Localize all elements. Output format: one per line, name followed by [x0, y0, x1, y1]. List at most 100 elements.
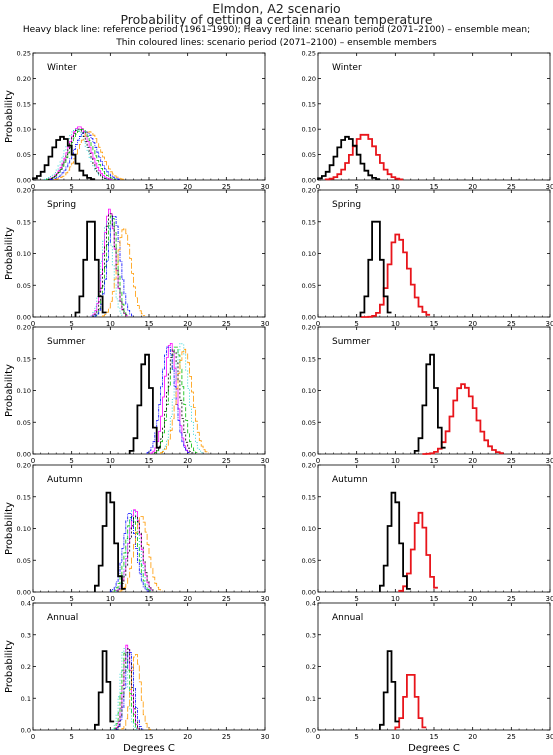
ensemble-mean-line-spring-right: [360, 233, 431, 318]
panel-label-autumn-right: Autumn: [332, 475, 368, 485]
ensemble-member-line-summer-left: [146, 346, 190, 454]
x-tick-label-spring-left: 20: [183, 320, 192, 328]
legend-note-line-1: Heavy black line: reference period (1961…: [22, 25, 531, 35]
y-tick-label-summer-right: 0.05: [302, 419, 316, 427]
x-tick-label-annual-left: 30: [261, 733, 270, 741]
x-tick-label-summer-left: 5: [69, 457, 73, 465]
ensemble-member-line-annual-left: [111, 648, 138, 730]
panel-label-autumn-left: Autumn: [47, 475, 83, 485]
ensemble-member-line-autumn-left: [109, 513, 149, 592]
panel-label-annual-left: Annual: [47, 613, 78, 623]
x-tick-label-spring-right: 25: [507, 320, 516, 328]
y-tick-label-spring-left: 0.20: [17, 187, 31, 195]
x-tick-label-summer-right: 25: [507, 457, 516, 465]
ensemble-member-line-summer-left: [154, 349, 194, 454]
ensemble-member-line-winter-left: [44, 128, 109, 180]
y-tick-label-winter-left: 0.00: [17, 177, 31, 185]
y-tick-label-annual-left: 0.2: [21, 663, 31, 671]
panel-label-winter-left: Winter: [47, 63, 77, 73]
x-tick-label-autumn-right: 20: [468, 595, 477, 603]
y-tick-label-summer-right: 0.15: [302, 355, 316, 363]
ensemble-member-line-winter-left: [48, 128, 109, 180]
y-axis-label-spring-left: Probability: [4, 227, 15, 280]
x-tick-label-winter-left: 25: [222, 183, 231, 191]
y-tick-label-winter-right: 0.00: [302, 177, 316, 185]
ensemble-member-line-spring-left: [94, 215, 128, 317]
x-tick-label-autumn-left: 25: [222, 595, 231, 603]
y-axis-label-autumn-left: Probability: [4, 502, 15, 555]
x-tick-label-autumn-right: 0: [316, 595, 320, 603]
x-tick-label-spring-right: 15: [430, 320, 439, 328]
y-tick-label-spring-right: 0.10: [302, 250, 316, 258]
x-tick-label-autumn-right: 30: [546, 595, 553, 603]
panel-label-winter-right: Winter: [332, 63, 362, 73]
y-tick-label-summer-left: 0.10: [17, 387, 31, 395]
y-tick-label-autumn-left: 0.10: [17, 525, 31, 533]
y-tick-label-winter-left: 0.15: [17, 100, 31, 108]
x-tick-label-summer-left: 10: [106, 457, 115, 465]
x-tick-label-spring-right: 0: [316, 320, 320, 328]
x-tick-label-spring-right: 5: [354, 320, 358, 328]
y-tick-label-winter-right: 0.15: [302, 100, 316, 108]
reference-line-annual-right: [379, 650, 400, 730]
y-tick-label-annual-right: 0.3: [306, 631, 316, 639]
y-tick-label-winter-right: 0.25: [302, 50, 316, 58]
y-tick-label-spring-left: 0.00: [17, 314, 31, 322]
x-tick-label-spring-left: 0: [31, 320, 35, 328]
x-tick-label-annual-right: 20: [468, 733, 477, 741]
ensemble-member-line-winter-left: [46, 128, 117, 180]
x-tick-label-summer-left: 20: [183, 457, 192, 465]
y-tick-label-annual-left: 0.1: [21, 695, 31, 703]
y-tick-label-winter-right: 0.20: [302, 75, 316, 83]
ensemble-member-line-annual-left: [115, 652, 144, 730]
ensemble-member-line-annual-left: [113, 644, 140, 730]
ensemble-member-line-summer-left: [160, 348, 209, 454]
x-tick-label-annual-left: 20: [183, 733, 192, 741]
y-tick-label-summer-left: 0.15: [17, 355, 31, 363]
y-tick-label-autumn-left: 0.00: [17, 589, 31, 597]
x-tick-label-annual-right: 5: [354, 733, 358, 741]
x-tick-label-annual-left: 0: [31, 733, 35, 741]
y-tick-label-autumn-right: 0.05: [302, 557, 316, 565]
x-tick-label-summer-right: 5: [354, 457, 358, 465]
y-tick-label-summer-right: 0.20: [302, 324, 316, 332]
ensemble-member-line-winter-left: [46, 126, 113, 180]
y-tick-label-spring-left: 0.05: [17, 282, 31, 290]
panel-label-spring-left: Spring: [47, 200, 76, 210]
x-tick-label-annual-left: 5: [69, 733, 73, 741]
y-tick-label-winter-left: 0.05: [17, 151, 31, 159]
x-tick-label-spring-right: 20: [468, 320, 477, 328]
x-tick-label-winter-left: 15: [145, 183, 154, 191]
y-tick-label-autumn-right: 0.10: [302, 525, 316, 533]
x-tick-label-spring-left: 15: [145, 320, 154, 328]
ensemble-member-line-autumn-left: [117, 515, 155, 592]
y-tick-label-spring-left: 0.15: [17, 218, 31, 226]
y-tick-label-spring-left: 0.10: [17, 250, 31, 258]
x-tick-label-winter-right: 30: [546, 183, 553, 191]
y-tick-label-autumn-right: 0.20: [302, 462, 316, 470]
y-axis-label-annual-left: Probability: [4, 640, 15, 693]
x-tick-label-winter-right: 25: [507, 183, 516, 191]
x-tick-label-annual-right: 10: [391, 733, 400, 741]
panel-label-summer-left: Summer: [47, 337, 85, 347]
ensemble-mean-line-winter-right: [324, 133, 404, 181]
x-tick-label-winter-right: 15: [430, 183, 439, 191]
ensemble-mean-line-annual-right: [394, 674, 427, 730]
x-tick-label-annual-right: 0: [316, 733, 320, 741]
x-tick-label-summer-left: 0: [31, 457, 35, 465]
y-tick-label-summer-right: 0.10: [302, 387, 316, 395]
y-tick-label-annual-right: 0.4: [306, 600, 316, 608]
x-tick-label-autumn-right: 15: [430, 595, 439, 603]
y-tick-label-autumn-left: 0.05: [17, 557, 31, 565]
y-tick-label-summer-left: 0.05: [17, 419, 31, 427]
x-tick-label-summer-right: 20: [468, 457, 477, 465]
x-tick-label-spring-right: 10: [391, 320, 400, 328]
ensemble-member-line-annual-left: [121, 654, 151, 730]
y-tick-label-autumn-right: 0.15: [302, 493, 316, 501]
x-tick-label-autumn-left: 0: [31, 595, 35, 603]
chart-title: Elmdon, A2 scenario: [212, 1, 341, 16]
y-tick-label-autumn-left: 0.15: [17, 493, 31, 501]
y-tick-label-annual-right: 0.0: [306, 727, 316, 735]
y-tick-label-summer-right: 0.00: [302, 451, 316, 459]
